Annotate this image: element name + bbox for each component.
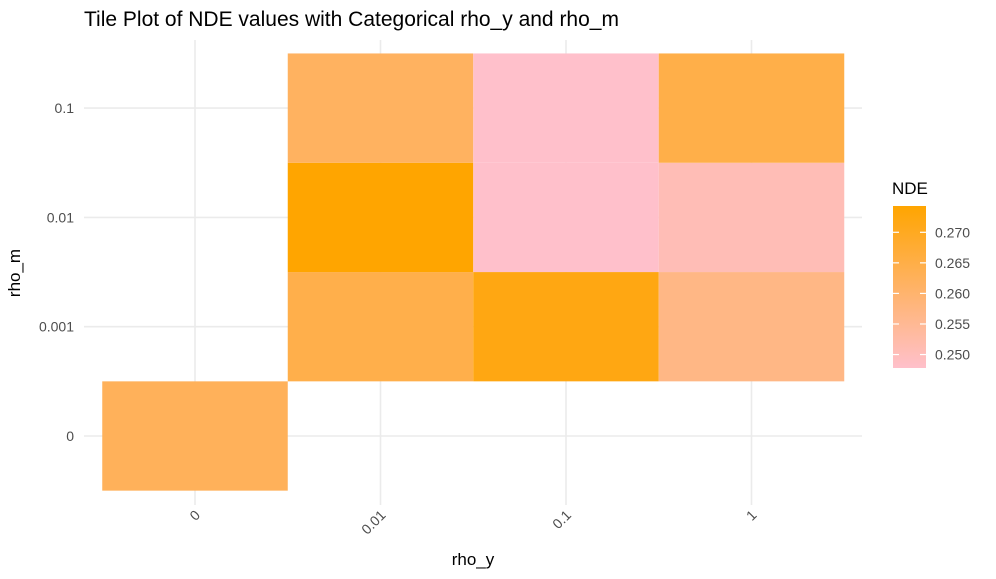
legend-label: 0.260 — [935, 285, 970, 301]
heatmap-tile — [287, 53, 474, 163]
x-tick-label: 0.1 — [549, 507, 574, 532]
x-tick-labels: 0 0.01 0.1 1 — [186, 507, 759, 538]
legend-label: 0.265 — [935, 255, 970, 271]
legend-label: 0.250 — [935, 347, 970, 363]
heatmap-tile — [102, 381, 288, 491]
tiles — [102, 53, 845, 491]
heatmap-tile — [658, 272, 845, 382]
y-tick-label: 0.001 — [39, 319, 74, 335]
heatmap-tile — [473, 162, 659, 273]
y-tick-label: 0.1 — [55, 100, 75, 116]
x-axis-title: rho_y — [452, 550, 495, 569]
y-tick-label: 0.01 — [47, 209, 74, 225]
y-tick-label: 0 — [66, 428, 74, 444]
y-axis-title: rho_m — [5, 249, 24, 297]
x-tick-label: 0 — [186, 507, 203, 524]
heatmap-tile — [287, 162, 474, 273]
heatmap-tile — [287, 272, 474, 382]
heatmap-tile — [473, 272, 659, 382]
legend-label: 0.270 — [935, 224, 970, 240]
y-tick-labels: 0 0.001 0.01 0.1 — [39, 100, 74, 444]
x-tick-label: 1 — [743, 507, 760, 524]
legend-title: NDE — [892, 179, 928, 198]
legend-ticks: 0.250 0.255 0.260 0.265 0.270 — [893, 224, 970, 363]
legend-label: 0.255 — [935, 316, 970, 332]
legend-colorbar — [893, 206, 926, 368]
x-tick-label: 0.01 — [358, 507, 389, 538]
heatmap-tile — [658, 53, 845, 163]
legend: NDE 0.250 0.255 0.260 0.265 0.270 — [892, 179, 970, 368]
heatmap-tile — [658, 162, 845, 273]
chart-title: Tile Plot of NDE values with Categorical… — [84, 8, 619, 31]
heatmap-tile — [473, 53, 659, 163]
